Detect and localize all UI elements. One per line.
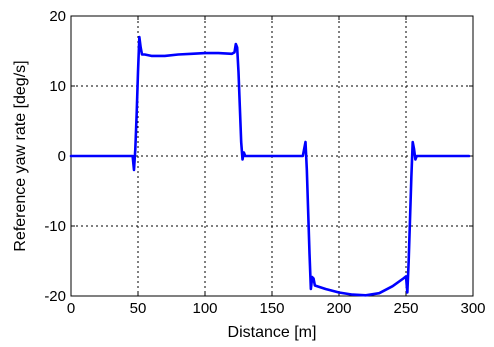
y-tick-label: 10 [49,78,66,95]
y-tick-label: -20 [44,288,66,305]
x-tick-label: 50 [130,300,147,317]
x-tick-label: 200 [326,300,351,317]
x-tick-label: 0 [67,300,75,317]
x-tick-label: 100 [192,300,217,317]
x-tick-label: 150 [259,300,284,317]
x-tick-label: 250 [393,300,418,317]
series-layer [69,35,471,297]
y-axis-label: Reference yaw rate [deg/s] [12,60,29,251]
x-axis-label: Distance [m] [228,324,317,341]
x-tick-label: 300 [460,300,485,317]
y-tick-label: 20 [49,8,66,25]
y-tick-label: 0 [58,148,66,165]
series-line-1 [69,35,471,297]
axis-ticks: 0 50 100 150 200 250 300 -20 -10 0 10 20 [44,8,485,317]
y-tick-label: -10 [44,218,66,235]
